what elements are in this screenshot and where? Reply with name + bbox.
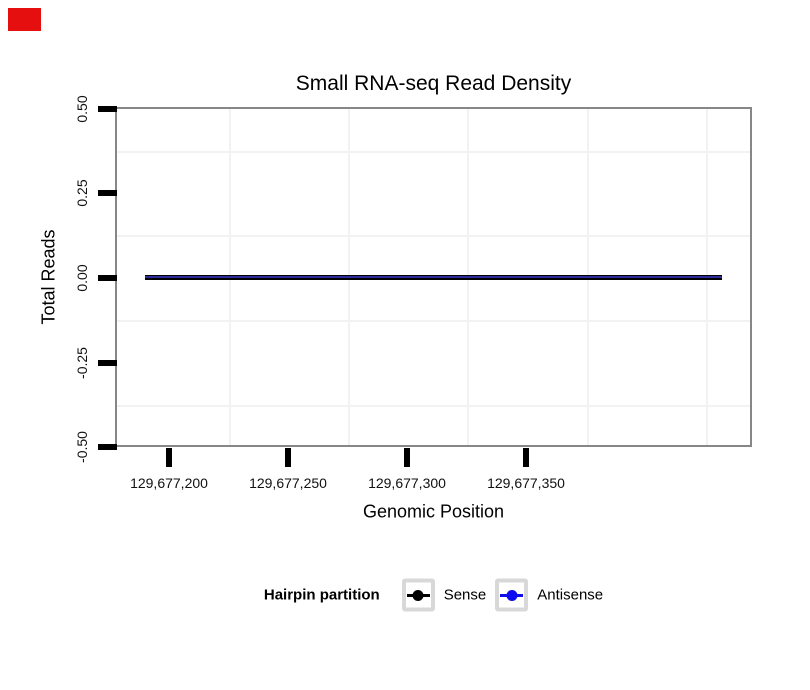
legend-item-sense: Sense bbox=[401, 578, 487, 612]
y-axis-tick bbox=[98, 444, 117, 450]
y-tick-label: -0.25 bbox=[74, 347, 90, 379]
red-corner-marker bbox=[8, 8, 41, 31]
antisense-point-swatch-icon bbox=[506, 589, 518, 601]
x-axis-title: Genomic Position bbox=[362, 501, 505, 522]
legend-label-sense: Sense bbox=[443, 586, 487, 604]
minor-gridline-horizontal bbox=[117, 320, 750, 322]
x-tick-label: 129,677,200 bbox=[130, 475, 208, 491]
y-axis-tick bbox=[98, 106, 117, 112]
y-tick-label: 0.25 bbox=[74, 179, 90, 207]
legend-key-sense bbox=[401, 578, 435, 612]
y-axis-tick bbox=[98, 190, 117, 196]
x-axis-tick bbox=[523, 448, 529, 467]
x-tick-label: 129,677,300 bbox=[368, 475, 446, 491]
chart-title: Small RNA-seq Read Density bbox=[295, 72, 572, 95]
y-axis-title: Total Reads bbox=[38, 229, 59, 325]
sense-zero-line bbox=[145, 275, 722, 280]
minor-gridline-horizontal bbox=[117, 405, 750, 407]
y-tick-label: 0.50 bbox=[74, 95, 90, 123]
x-axis-tick bbox=[404, 448, 410, 467]
legend-title: Hairpin partition bbox=[263, 586, 380, 604]
minor-gridline-horizontal bbox=[117, 151, 750, 153]
y-axis-tick bbox=[98, 360, 117, 366]
x-axis-tick bbox=[285, 448, 291, 467]
antisense-zero-line bbox=[145, 276, 722, 278]
minor-gridline-horizontal bbox=[117, 235, 750, 237]
x-tick-label: 129,677,250 bbox=[249, 475, 327, 491]
legend-label-antisense: Antisense bbox=[537, 586, 604, 604]
x-axis-tick bbox=[166, 448, 172, 467]
x-tick-label: 129,677,350 bbox=[487, 475, 565, 491]
sense-point-swatch-icon bbox=[412, 589, 424, 601]
legend-item-antisense: Antisense bbox=[495, 578, 604, 612]
y-axis-tick bbox=[98, 275, 117, 281]
y-tick-label: -0.50 bbox=[74, 431, 90, 463]
legend-key-antisense bbox=[495, 578, 529, 612]
y-tick-label: 0.00 bbox=[74, 264, 90, 292]
plot-panel bbox=[115, 107, 752, 447]
legend: Hairpin partition Sense Antisense bbox=[115, 578, 752, 612]
